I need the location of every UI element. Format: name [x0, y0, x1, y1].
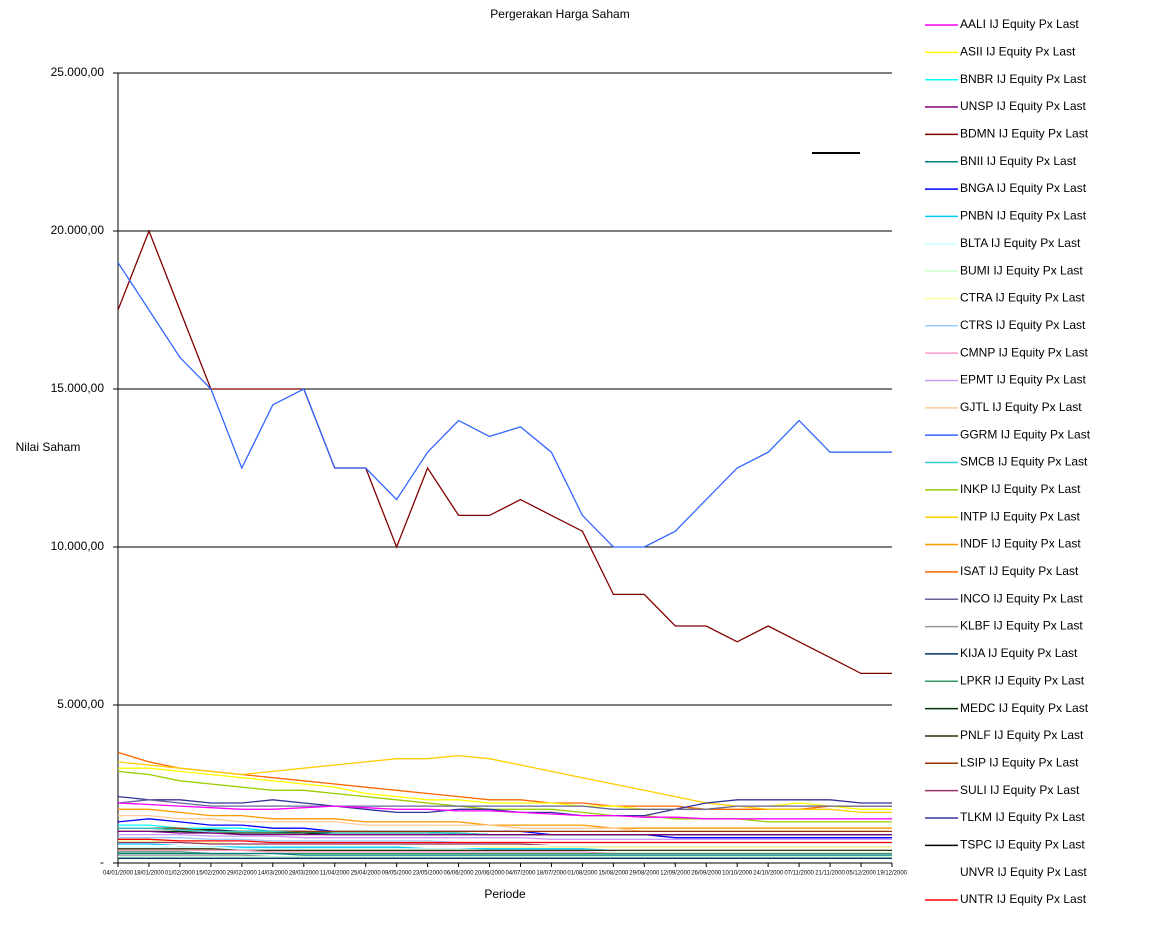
x-tick-label: 21/11/2000	[815, 871, 845, 877]
series-line	[117, 802, 892, 820]
x-tick-label: 01/02/2000	[165, 871, 196, 877]
legend-label: BDMN IJ Equity Px Last	[960, 127, 1089, 141]
x-tick-label: 28/03/2000	[289, 871, 320, 877]
x-tick-label: 19/12/2000	[877, 871, 908, 877]
y-tick-label: 10.000,00	[51, 539, 105, 553]
x-axis-label: Periode	[484, 887, 526, 901]
x-tick-label: 15/08/2000	[598, 871, 629, 877]
y-axis-label: Nilai Saham	[16, 440, 81, 454]
legend-label: SULI IJ Equity Px Last	[960, 783, 1080, 797]
x-tick-label: 04/01/2000	[103, 871, 134, 877]
legend-label: LPKR IJ Equity Px Last	[960, 673, 1085, 687]
x-tick-label: 18/07/2000	[536, 871, 567, 877]
legend-label: CMNP IJ Equity Px Last	[960, 345, 1088, 359]
series-line	[117, 229, 892, 675]
legend-label: MEDC IJ Equity Px Last	[960, 701, 1089, 715]
chart-title: Pergerakan Harga Saham	[490, 7, 629, 21]
x-tick-label: 07/11/2000	[784, 871, 814, 877]
x-tick-label: 25/04/2000	[351, 871, 382, 877]
legend-label: PNBN IJ Equity Px Last	[960, 209, 1087, 223]
x-tick-label: 05/12/2000	[846, 871, 877, 877]
legend-label: KLBF IJ Equity Px Last	[960, 619, 1083, 633]
legend-label: BNGA IJ Equity Px Last	[960, 181, 1087, 195]
y-tick-label: 5.000,00	[57, 697, 104, 711]
x-tick-label: 10/10/2000	[722, 871, 753, 877]
series-line	[117, 799, 892, 810]
legend-label: PNLF IJ Equity Px Last	[960, 728, 1084, 742]
legend-label: INKP IJ Equity Px Last	[960, 482, 1081, 496]
x-tick-label: 09/05/2000	[382, 871, 413, 877]
series-line	[118, 830, 892, 836]
x-tick-label: 01/08/2000	[567, 871, 598, 877]
x-tick-label: 29/02/2000	[227, 871, 258, 877]
legend-label: UNSP IJ Equity Px Last	[960, 99, 1086, 113]
legend-label: BNBR IJ Equity Px Last	[960, 72, 1087, 86]
series-line	[118, 852, 892, 856]
x-tick-label: 23/05/2000	[413, 871, 444, 877]
legend-label: UNVR IJ Equity Px Last	[960, 865, 1087, 879]
x-tick-label: 14/03/2000	[258, 871, 289, 877]
legend-label: BUMI IJ Equity Px Last	[960, 263, 1083, 277]
legend-label: INCO IJ Equity Px Last	[960, 591, 1083, 605]
legend-label: TLKM IJ Equity Px Last	[960, 810, 1085, 824]
x-tick-label: 15/02/2000	[196, 871, 227, 877]
series-line	[117, 754, 892, 814]
x-tick-label: 20/06/2000	[475, 871, 506, 877]
legend-label: ISAT IJ Equity Px Last	[960, 564, 1079, 578]
legend-label: BNII IJ Equity Px Last	[960, 154, 1077, 168]
x-tick-label: 18/01/2000	[134, 871, 165, 877]
x-tick-label: 12/09/2000	[660, 871, 691, 877]
series-line	[118, 838, 892, 844]
legend-label: GJTL IJ Equity Px Last	[960, 400, 1082, 414]
legend-label: CTRA IJ Equity Px Last	[960, 291, 1085, 305]
legend-label: GGRM IJ Equity Px Last	[960, 427, 1091, 441]
x-tick-label: 26/09/2000	[691, 871, 722, 877]
legend-label: TSPC IJ Equity Px Last	[960, 837, 1085, 851]
legend-label: ASII IJ Equity Px Last	[960, 45, 1076, 59]
y-tick-label: 15.000,00	[51, 381, 105, 395]
legend-label: CTRS IJ Equity Px Last	[960, 318, 1086, 332]
legend-label: KIJA IJ Equity Px Last	[960, 646, 1078, 660]
legend-label: AALI IJ Equity Px Last	[960, 17, 1079, 31]
x-tick-label: 24/10/2000	[753, 871, 784, 877]
x-tick-label: 06/06/2000	[444, 871, 475, 877]
legend-label: SMCB IJ Equity Px Last	[960, 455, 1088, 469]
series-line	[117, 770, 892, 823]
legend-label: INDF IJ Equity Px Last	[960, 537, 1081, 551]
x-tick-label: 04/07/2000	[505, 871, 536, 877]
series-line	[118, 833, 892, 840]
y-tick-label: 25.000,00	[51, 65, 105, 79]
y-tick-label: -	[100, 855, 104, 869]
series-line	[118, 808, 892, 829]
legend-label: UNTR IJ Equity Px Last	[960, 892, 1087, 906]
legend-label: LSIP IJ Equity Px Last	[960, 755, 1079, 769]
legend-label: BLTA IJ Equity Px Last	[960, 236, 1081, 250]
x-tick-label: 29/08/2000	[629, 871, 660, 877]
series-line	[117, 795, 892, 817]
legend-label: EPMT IJ Equity Px Last	[960, 373, 1086, 387]
series-line	[117, 262, 892, 548]
x-tick-label: 11/04/2000	[320, 871, 350, 877]
legend-label: INTP IJ Equity Px Last	[960, 509, 1080, 523]
y-tick-label: 20.000,00	[51, 223, 105, 237]
